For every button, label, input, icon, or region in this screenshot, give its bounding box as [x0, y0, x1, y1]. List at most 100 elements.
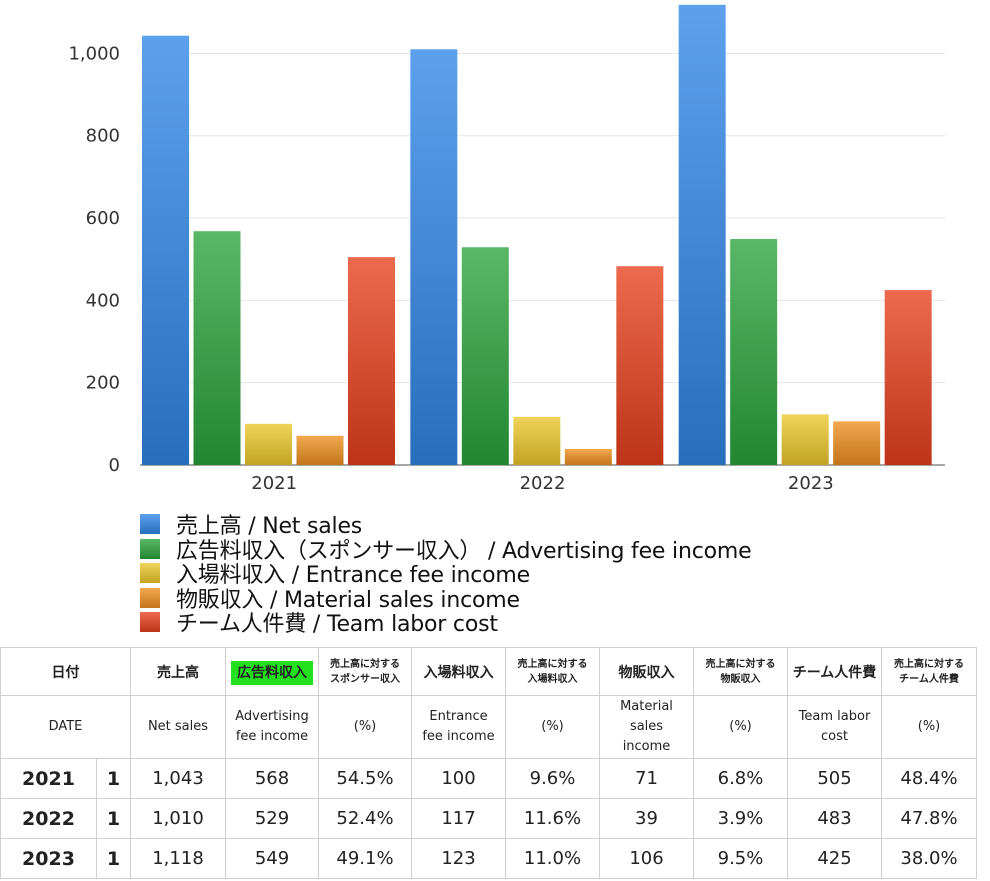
header-adv-jp: 広告料収入 [225, 647, 319, 696]
header-adv-en: Advertising fee income [225, 695, 319, 759]
bar-2021-series-1 [193, 231, 241, 465]
cell-adv-pct: 49.1% [318, 838, 412, 879]
legend-item: 広告料収入（スポンサー収入） / Advertising fee income [140, 537, 752, 564]
y-tick-label: 800 [86, 126, 120, 147]
header-labor-pct-en: (%) [881, 695, 977, 759]
bar-2023-series-3 [833, 421, 881, 465]
header-mat-jp: 物販収入 [599, 647, 694, 696]
cell-index: 1 [96, 758, 131, 799]
cell-adv-pct: 54.5% [318, 758, 412, 799]
legend-swatch [140, 563, 160, 584]
cell-mat: 106 [599, 838, 694, 879]
bar-chart: 0 200 400 600 800 1,000 2021 2022 2023 [68, 4, 945, 494]
bar-2022-series-2 [513, 416, 561, 465]
cell-adv: 568 [225, 758, 319, 799]
cell-year: 2022 [0, 798, 97, 839]
header-ent-en: Entrance fee income [411, 695, 506, 759]
y-tick-label: 400 [86, 290, 120, 311]
cell-ent: 123 [411, 838, 506, 879]
header-net-sales-en: Net sales [130, 695, 226, 759]
bar-2022-series-4 [616, 266, 664, 465]
legend-swatch [140, 587, 160, 608]
table-row: 2021 1 1,043 568 54.5% 100 9.6% 71 6.8% … [0, 758, 977, 799]
table-header-jp: 日付 売上高 広告料収入 売上高に対する スポンサー収入 入場料収入 売上高に対す… [0, 647, 977, 696]
cell-ent: 100 [411, 758, 506, 799]
cell-mat-pct: 9.5% [693, 838, 788, 879]
cell-labor-pct: 47.8% [881, 798, 977, 839]
y-tick-label: 600 [86, 208, 120, 229]
legend-swatch [140, 612, 160, 633]
legend-label: 売上高 / Net sales [176, 514, 363, 540]
cell-index: 1 [96, 838, 131, 879]
cell-mat: 39 [599, 798, 694, 839]
legend-label: 物販収入 / Material sales income [176, 587, 520, 613]
legend-label: 入場料収入 / Entrance fee income [176, 563, 530, 589]
cell-ent-pct: 9.6% [505, 758, 600, 799]
cell-mat-pct: 3.9% [693, 798, 788, 839]
bar-2022-series-0 [410, 49, 458, 465]
cell-ent-pct: 11.6% [505, 798, 600, 839]
y-tick-label: 0 [109, 455, 120, 476]
x-tick-label: 2022 [520, 473, 566, 494]
cell-net-sales: 1,043 [130, 758, 226, 799]
bar-2023-series-2 [781, 414, 829, 465]
table-row: 2022 1 1,010 529 52.4% 117 11.6% 39 3.9%… [0, 798, 977, 839]
cell-ent-pct: 11.0% [505, 838, 600, 879]
legend-swatch [140, 538, 160, 559]
bar-2021-series-3 [296, 435, 344, 465]
cell-net-sales: 1,118 [130, 838, 226, 879]
header-adv-pct-en: (%) [318, 695, 412, 759]
header-ent-pct-jp: 売上高に対する 入場料収入 [505, 647, 600, 696]
data-table: 日付 売上高 広告料収入 売上高に対する スポンサー収入 入場料収入 売上高に対す… [0, 647, 977, 879]
bar-2021-series-0 [142, 35, 189, 465]
legend-item: チーム人件費 / Team labor cost [140, 610, 751, 637]
header-adv-pct-jp: 売上高に対する スポンサー収入 [318, 647, 412, 696]
cell-labor-pct: 38.0% [881, 838, 977, 879]
bar-2023-series-0 [678, 4, 726, 466]
cell-mat: 71 [599, 758, 694, 799]
bar-2023-series-1 [730, 239, 778, 465]
y-tick-label: 1,000 [68, 43, 120, 64]
legend-item: 入場料収入 / Entrance fee income [140, 561, 751, 588]
cell-year: 2023 [0, 838, 97, 879]
bar-2022-series-3 [564, 448, 612, 465]
cell-adv-pct: 52.4% [318, 798, 412, 839]
legend-label: 広告料収入（スポンサー収入） / Advertising fee income [176, 538, 752, 564]
header-mat-en: Material sales income [599, 695, 694, 759]
legend-item: 売上高 / Net sales [140, 512, 751, 539]
bar-2021-series-2 [245, 423, 292, 465]
cell-labor: 483 [787, 798, 882, 839]
legend-label: チーム人件費 / Team labor cost [176, 612, 498, 638]
table-row: 2023 1 1,118 549 49.1% 123 11.0% 106 9.5… [0, 838, 977, 879]
table-header-en: DATE Net sales Advertising fee income (%)… [0, 695, 977, 759]
header-date-jp: 日付 [0, 647, 131, 696]
header-labor-pct-jp: 売上高に対する チーム人件費 [881, 647, 977, 696]
cell-labor-pct: 48.4% [881, 758, 977, 799]
header-adv-highlight: 広告料収入 [231, 660, 313, 685]
cell-labor: 425 [787, 838, 882, 879]
legend-swatch [140, 514, 160, 535]
bar-2022-series-1 [461, 247, 509, 465]
chart-legend: 売上高 / Net sales 広告料収入（スポンサー収入） / Advertis… [140, 512, 752, 637]
cell-year: 2021 [0, 758, 97, 799]
bar-2023-series-4 [884, 290, 932, 465]
header-labor-jp: チーム人件費 [787, 647, 882, 696]
header-mat-pct-jp: 売上高に対する 物販収入 [693, 647, 788, 696]
legend-item: 物販収入 / Material sales income [140, 586, 751, 613]
header-labor-en: Team labor cost [787, 695, 882, 759]
cell-mat-pct: 6.8% [693, 758, 788, 799]
y-tick-label: 200 [86, 373, 120, 394]
cell-adv: 529 [225, 798, 319, 839]
header-ent-pct-en: (%) [505, 695, 600, 759]
x-tick-label: 2023 [788, 473, 834, 494]
header-date-en: DATE [0, 695, 131, 759]
header-mat-pct-en: (%) [693, 695, 788, 759]
x-tick-label: 2021 [251, 473, 297, 494]
cell-ent: 117 [411, 798, 506, 839]
header-net-sales-jp: 売上高 [130, 647, 226, 696]
cell-index: 1 [96, 798, 131, 839]
cell-labor: 505 [787, 758, 882, 799]
cell-adv: 549 [225, 838, 319, 879]
bar-2021-series-4 [348, 257, 395, 465]
header-ent-jp: 入場料収入 [411, 647, 506, 696]
